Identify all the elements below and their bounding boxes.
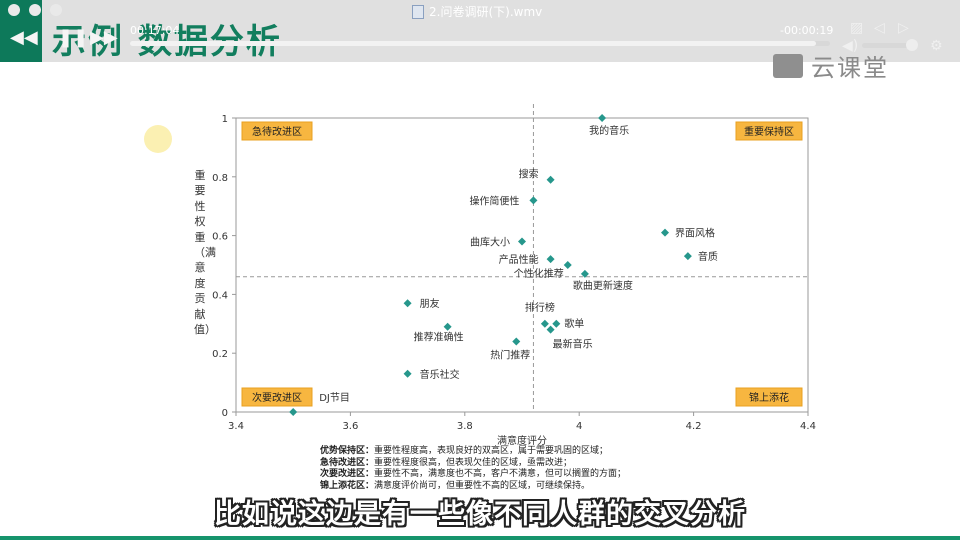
x-tick-label: 3.6 [342,421,358,432]
data-point [404,370,412,378]
data-point-label: 最新音乐 [553,338,593,351]
data-point-label: DJ节目 [319,392,350,404]
video-subtitle: 比如说这边是有一些像不同人群的交叉分析 [0,492,960,531]
legend-row: 优势保持区：重要性程度高，表现良好的双高区，属于需要巩固的区域； [320,446,626,458]
quadrant-bottom-left-label: 次要改进区 [252,391,302,404]
window-controls [8,4,62,16]
y-tick-label: 0 [222,408,228,419]
x-tick-label: 3.8 [457,421,473,432]
data-point [547,326,555,334]
legend-term: 次要改进区： [320,469,374,479]
x-tick-label: 3.4 [228,421,244,432]
legend-row: 急待改进区：重要性程度很高，但表现欠佳的区域，亟需改进； [320,458,626,470]
data-point [444,323,452,331]
data-point-label: 歌单 [564,317,584,330]
data-point-label: 推荐准确性 [414,331,464,344]
legend-description: 重要性程度很高，但表现欠佳的区域，亟需改进； [374,458,572,468]
data-point-label: 音质 [698,250,718,263]
data-point [529,196,537,204]
legend-row: 锦上添花区：满意度评价尚可，但重要性不高的区域，可继续保持。 [320,481,626,493]
data-point [598,114,606,122]
minimize-window-button[interactable] [29,4,41,16]
data-point [518,237,526,245]
data-point-label: 音乐社交 [420,368,460,381]
data-point [661,229,669,237]
data-point-label: 我的音乐 [589,124,629,137]
y-tick-label: 1 [222,114,228,125]
legend-description: 重要性程度高，表现良好的双高区，属于需要巩固的区域； [374,446,608,456]
data-point [547,255,555,263]
data-point-label: 产品性能 [499,253,539,266]
data-point [289,408,297,416]
y-tick-label: 0.2 [212,349,228,360]
data-point [404,299,412,307]
legend-description: 重要性不高，满意度也不高，客户不满意，但可以搁置的方面； [374,469,626,479]
legend-term: 急待改进区： [320,458,374,468]
legend-term: 锦上添花区： [320,481,374,491]
data-point-label: 搜索 [519,168,539,181]
data-point [512,337,520,345]
quadrant-bottom-right-label: 锦上添花 [749,391,789,404]
legend-description: 满意度评价尚可，但重要性不高的区域，可继续保持。 [374,481,590,491]
legend-term: 优势保持区： [320,446,374,456]
data-point-label: 个性化推荐 [514,267,564,280]
quadrant-legend: 优势保持区：重要性程度高，表现良好的双高区，属于需要巩固的区域； 急待改进区：重要… [320,446,626,492]
y-tick-label: 0.6 [212,232,228,243]
data-point-label: 朋友 [420,297,440,310]
legend-row: 次要改进区：重要性不高，满意度也不高，客户不满意，但可以搁置的方面； [320,469,626,481]
data-point-label: 热门推荐 [490,348,530,361]
bottom-accent-strip [0,536,960,540]
x-tick-label: 4.4 [800,421,816,432]
data-point [541,320,549,328]
quadrant-top-right-label: 重要保持区 [744,125,794,138]
y-axis-label: 重要性权重（满意度贡献值） [194,168,206,337]
data-point [564,261,572,269]
data-point [684,252,692,260]
close-window-button[interactable] [8,4,20,16]
x-tick-label: 4.2 [686,421,702,432]
quadrant-top-left-label: 急待改进区 [252,125,302,138]
x-tick-label: 4 [576,421,582,432]
y-tick-label: 0.4 [212,290,228,301]
data-point-label: 曲库大小 [470,235,510,248]
zoom-window-button[interactable] [50,4,62,16]
data-point-label: 界面风格 [675,227,715,240]
data-point-label: 排行榜 [525,301,555,314]
data-point [547,176,555,184]
data-point [552,320,560,328]
data-point-label: 操作简便性 [469,194,519,207]
y-tick-label: 0.8 [212,173,228,184]
data-point-label: 歌曲更新速度 [573,279,633,292]
